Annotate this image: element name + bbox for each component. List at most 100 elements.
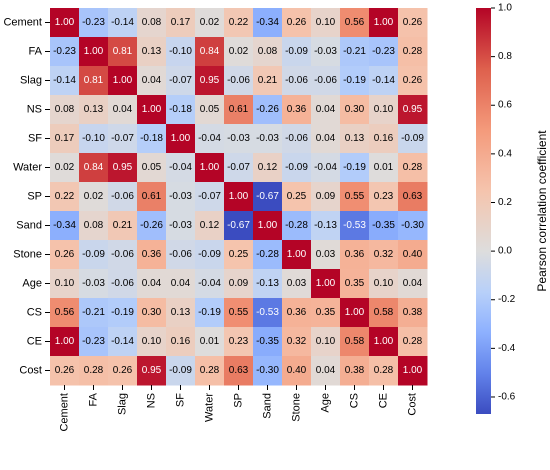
heatmap-cell bbox=[79, 37, 109, 67]
heatmap-cell bbox=[108, 8, 138, 38]
cell-value-label: -0.53 bbox=[343, 220, 366, 231]
heatmap-cell bbox=[282, 182, 312, 212]
cell-value-label: 0.23 bbox=[229, 336, 249, 347]
heatmap-cell bbox=[369, 298, 399, 328]
x-tick-label: FA bbox=[88, 392, 100, 406]
heatmap-cell bbox=[253, 37, 283, 67]
heatmap-cell bbox=[311, 66, 341, 96]
cell-value-label: -0.23 bbox=[53, 46, 76, 57]
cell-value-label: 0.36 bbox=[287, 307, 307, 318]
heatmap-cell bbox=[137, 211, 167, 241]
heatmap-cell bbox=[50, 240, 80, 270]
cell-value-label: 1.00 bbox=[200, 162, 220, 173]
heatmap-cell bbox=[79, 124, 109, 154]
heatmap-cell bbox=[108, 95, 138, 125]
cell-value-label: 0.36 bbox=[142, 249, 162, 260]
heatmap-cell bbox=[398, 356, 428, 386]
cell-value-label: 0.28 bbox=[84, 365, 104, 376]
heatmap-cell bbox=[166, 124, 196, 154]
x-tick-label: CE bbox=[378, 393, 390, 408]
y-tick-label: Cost bbox=[19, 365, 42, 377]
cell-value-label: -0.53 bbox=[256, 307, 279, 318]
heatmap-cell bbox=[50, 95, 80, 125]
cell-value-label: -0.23 bbox=[372, 46, 395, 57]
heatmap-cell bbox=[108, 327, 138, 357]
heatmap-cell bbox=[311, 95, 341, 125]
cell-value-label: -0.09 bbox=[198, 249, 221, 260]
cell-value-label: 0.55 bbox=[229, 307, 249, 318]
cell-value-label: 1.00 bbox=[345, 307, 365, 318]
heatmap-cell bbox=[282, 211, 312, 241]
heatmap-cell bbox=[166, 240, 196, 270]
cell-value-label: 0.38 bbox=[345, 365, 365, 376]
colorbar-tick-label: -0.2 bbox=[498, 294, 516, 305]
cell-value-label: 0.04 bbox=[316, 365, 336, 376]
heatmap-cell bbox=[253, 356, 283, 386]
heatmap-cell bbox=[282, 153, 312, 183]
cell-value-label: 0.61 bbox=[229, 104, 249, 115]
heatmap-cell bbox=[398, 37, 428, 67]
cell-value-label: 0.30 bbox=[142, 307, 162, 318]
cell-value-label: 0.05 bbox=[142, 162, 162, 173]
heatmap-cell bbox=[108, 269, 138, 299]
cell-value-label: -0.09 bbox=[285, 46, 308, 57]
colorbar-tick-label: 1.0 bbox=[498, 3, 512, 14]
cell-value-label: -0.28 bbox=[256, 249, 279, 260]
heatmap-cell bbox=[224, 240, 254, 270]
heatmap-cell bbox=[398, 8, 428, 38]
cell-value-label: -0.26 bbox=[140, 220, 163, 231]
heatmap-cell bbox=[79, 269, 109, 299]
cell-value-label: -0.14 bbox=[111, 17, 134, 28]
heatmap-cell bbox=[311, 8, 341, 38]
heatmap-cell bbox=[50, 269, 80, 299]
heatmap-cell bbox=[282, 269, 312, 299]
heatmap-cell bbox=[224, 211, 254, 241]
cell-value-label: 0.32 bbox=[287, 336, 307, 347]
heatmap-cell bbox=[340, 298, 370, 328]
heatmap-cell bbox=[79, 240, 109, 270]
heatmap-cell bbox=[79, 95, 109, 125]
cell-value-label: 0.08 bbox=[55, 104, 75, 115]
cell-value-label: -0.21 bbox=[343, 46, 366, 57]
colorbar-ticks: -0.6 -0.4 -0.2 0.0 0.2 0.4 0.6 0.8 1.0 bbox=[491, 3, 516, 402]
cell-value-label: -0.18 bbox=[140, 133, 163, 144]
heatmap-cell bbox=[253, 240, 283, 270]
y-tick-label: SP bbox=[27, 191, 42, 203]
colorbar-tick-label: 0.8 bbox=[498, 51, 512, 62]
cell-value-label: -0.34 bbox=[256, 17, 279, 28]
heatmap-cell bbox=[195, 356, 225, 386]
cell-value-label: 0.28 bbox=[403, 336, 423, 347]
heatmap-cell bbox=[253, 269, 283, 299]
cell-value-label: -0.13 bbox=[256, 278, 279, 289]
heatmap-cell bbox=[166, 8, 196, 38]
y-tick-label: Slag bbox=[20, 75, 42, 87]
heatmap-cell bbox=[195, 182, 225, 212]
y-tick-label: CE bbox=[27, 336, 42, 348]
heatmap-cell bbox=[398, 95, 428, 125]
cell-value-label: 0.61 bbox=[142, 191, 162, 202]
colorbar-title: Pearson correlation coefficient bbox=[535, 130, 549, 292]
cell-value-label: -0.03 bbox=[227, 133, 250, 144]
y-tick-label: SF bbox=[28, 133, 42, 145]
heatmap-cell bbox=[79, 298, 109, 328]
cell-value-label: -0.06 bbox=[169, 249, 192, 260]
heatmap-cell bbox=[108, 37, 138, 67]
x-axis-ticks: Cement FA Slag NS SF Water SP Sand Stone Age CS CE C… bbox=[59, 385, 419, 432]
y-tick-label: CS bbox=[27, 307, 42, 319]
heatmap-cell bbox=[79, 327, 109, 357]
cell-value-label: 0.58 bbox=[345, 336, 365, 347]
heatmap-cell bbox=[108, 240, 138, 270]
heatmap-cell bbox=[195, 298, 225, 328]
cell-value-label: -0.28 bbox=[285, 220, 308, 231]
colorbar-tick-label: -0.6 bbox=[498, 391, 516, 402]
cell-value-label: -0.23 bbox=[82, 336, 105, 347]
heatmap-cell bbox=[50, 124, 80, 154]
cell-value-label: 0.09 bbox=[229, 278, 249, 289]
heatmap-cell bbox=[50, 37, 80, 67]
cell-value-label: -0.67 bbox=[256, 191, 279, 202]
heatmap-cell bbox=[224, 66, 254, 96]
cell-value-label: -0.06 bbox=[285, 133, 308, 144]
cell-value-label: 0.28 bbox=[403, 46, 423, 57]
cell-value-label: 0.10 bbox=[374, 278, 394, 289]
cell-value-label: -0.35 bbox=[372, 220, 395, 231]
